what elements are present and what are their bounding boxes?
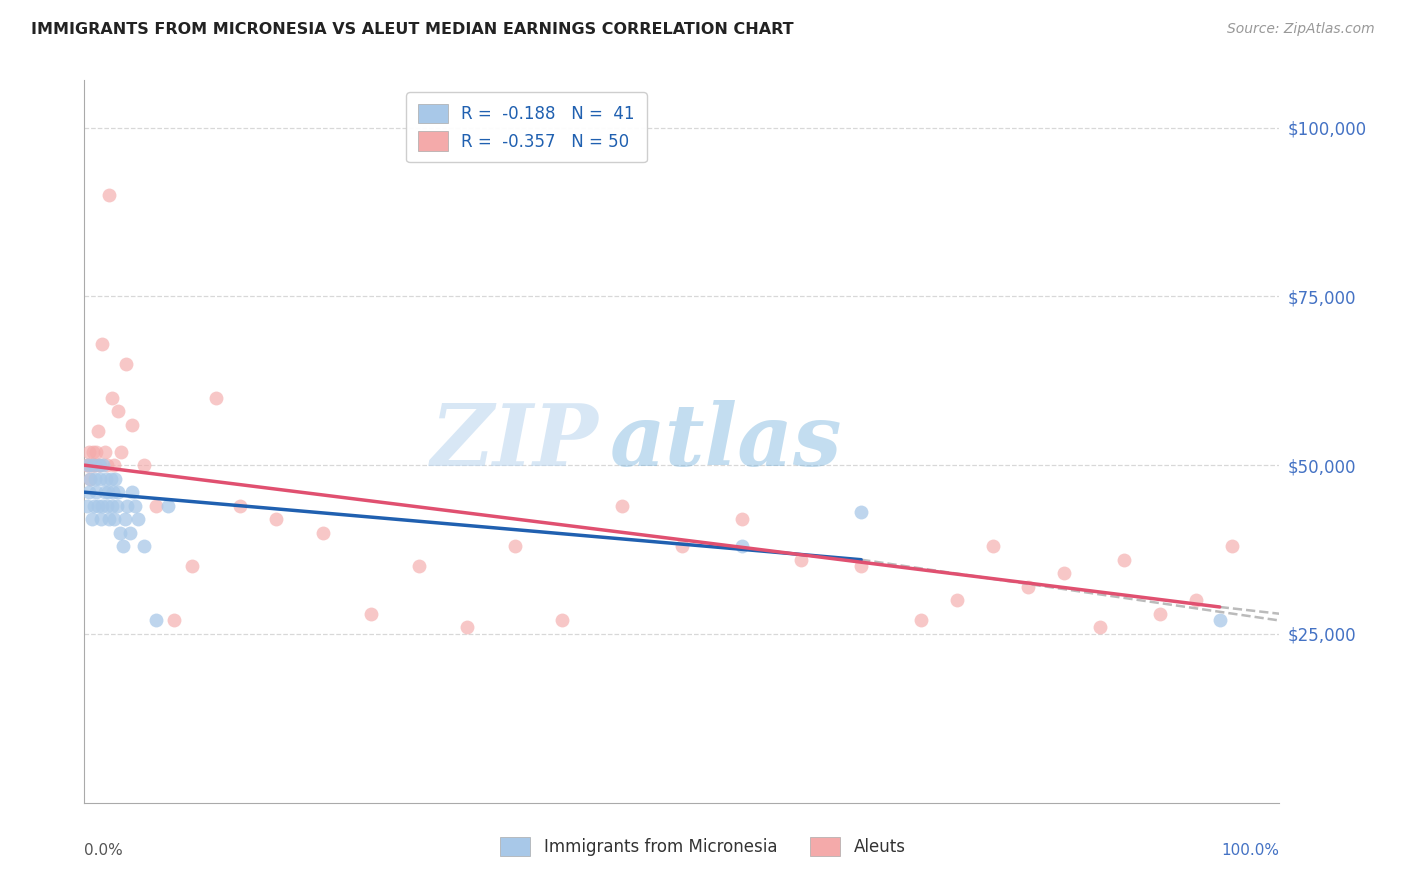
Point — [107, 404, 129, 418]
Point — [1209, 614, 1232, 628]
Point — [105, 499, 128, 513]
Point — [114, 512, 136, 526]
Point — [551, 614, 574, 628]
Point — [86, 444, 108, 458]
Point — [910, 614, 932, 628]
Point — [79, 472, 101, 486]
Point — [157, 499, 180, 513]
Point — [1220, 539, 1243, 553]
Point — [1018, 580, 1040, 594]
Point — [145, 499, 167, 513]
Point — [76, 458, 98, 472]
Point — [132, 458, 156, 472]
Point — [91, 336, 114, 351]
Point — [84, 458, 107, 472]
Text: 100.0%: 100.0% — [1222, 843, 1279, 857]
Point — [82, 444, 104, 458]
Point — [96, 458, 118, 472]
Point — [503, 539, 526, 553]
Point — [946, 593, 969, 607]
Legend: R =  -0.188   N =  41, R =  -0.357   N = 50: R = -0.188 N = 41, R = -0.357 N = 50 — [406, 92, 647, 162]
Point — [101, 499, 124, 513]
Point — [91, 499, 114, 513]
Point — [145, 614, 167, 628]
Point — [86, 485, 108, 500]
Point — [731, 512, 754, 526]
Point — [79, 472, 101, 486]
Point — [360, 607, 382, 621]
Point — [103, 512, 125, 526]
Point — [96, 499, 118, 513]
Point — [76, 499, 98, 513]
Point — [89, 472, 111, 486]
Text: atlas: atlas — [610, 400, 842, 483]
Point — [80, 512, 103, 526]
Point — [83, 499, 105, 513]
Point — [264, 512, 287, 526]
Point — [205, 391, 228, 405]
Point — [89, 458, 111, 472]
Point — [93, 458, 115, 472]
Point — [1114, 552, 1136, 566]
Point — [612, 499, 634, 513]
Legend: Immigrants from Micronesia, Aleuts: Immigrants from Micronesia, Aleuts — [488, 825, 918, 868]
Point — [86, 499, 108, 513]
Point — [77, 485, 100, 500]
Point — [80, 458, 103, 472]
Text: IMMIGRANTS FROM MICRONESIA VS ALEUT MEDIAN EARNINGS CORRELATION CHART: IMMIGRANTS FROM MICRONESIA VS ALEUT MEDI… — [31, 22, 793, 37]
Point — [127, 512, 149, 526]
Point — [90, 512, 112, 526]
Point — [97, 485, 120, 500]
Point — [117, 499, 139, 513]
Point — [115, 357, 138, 371]
Point — [111, 539, 134, 553]
Text: 0.0%: 0.0% — [84, 843, 124, 857]
Point — [790, 552, 813, 566]
Point — [163, 614, 186, 628]
Text: Source: ZipAtlas.com: Source: ZipAtlas.com — [1227, 22, 1375, 37]
Point — [121, 485, 143, 500]
Point — [101, 485, 124, 500]
Text: ZIP: ZIP — [430, 400, 599, 483]
Point — [110, 444, 132, 458]
Point — [83, 458, 105, 472]
Point — [93, 444, 115, 458]
Point — [98, 188, 121, 202]
Point — [87, 458, 110, 472]
Point — [77, 458, 100, 472]
Point — [981, 539, 1004, 553]
Point — [101, 391, 124, 405]
Point — [851, 505, 873, 519]
Point — [100, 472, 122, 486]
Point — [93, 485, 115, 500]
Point — [77, 444, 100, 458]
Point — [107, 485, 129, 500]
Point — [1090, 620, 1112, 634]
Point — [181, 559, 204, 574]
Point — [671, 539, 693, 553]
Point — [84, 472, 107, 486]
Point — [110, 525, 132, 540]
Point — [118, 525, 141, 540]
Point — [1053, 566, 1076, 581]
Point — [851, 559, 873, 574]
Point — [121, 417, 143, 432]
Point — [1185, 593, 1208, 607]
Point — [103, 458, 125, 472]
Point — [104, 472, 127, 486]
Point — [77, 458, 100, 472]
Point — [87, 458, 110, 472]
Point — [94, 472, 117, 486]
Point — [456, 620, 478, 634]
Point — [98, 512, 121, 526]
Point — [124, 499, 146, 513]
Point — [1149, 607, 1171, 621]
Point — [731, 539, 754, 553]
Point — [86, 425, 108, 439]
Point — [312, 525, 335, 540]
Point — [408, 559, 430, 574]
Point — [229, 499, 252, 513]
Point — [132, 539, 156, 553]
Point — [82, 458, 104, 472]
